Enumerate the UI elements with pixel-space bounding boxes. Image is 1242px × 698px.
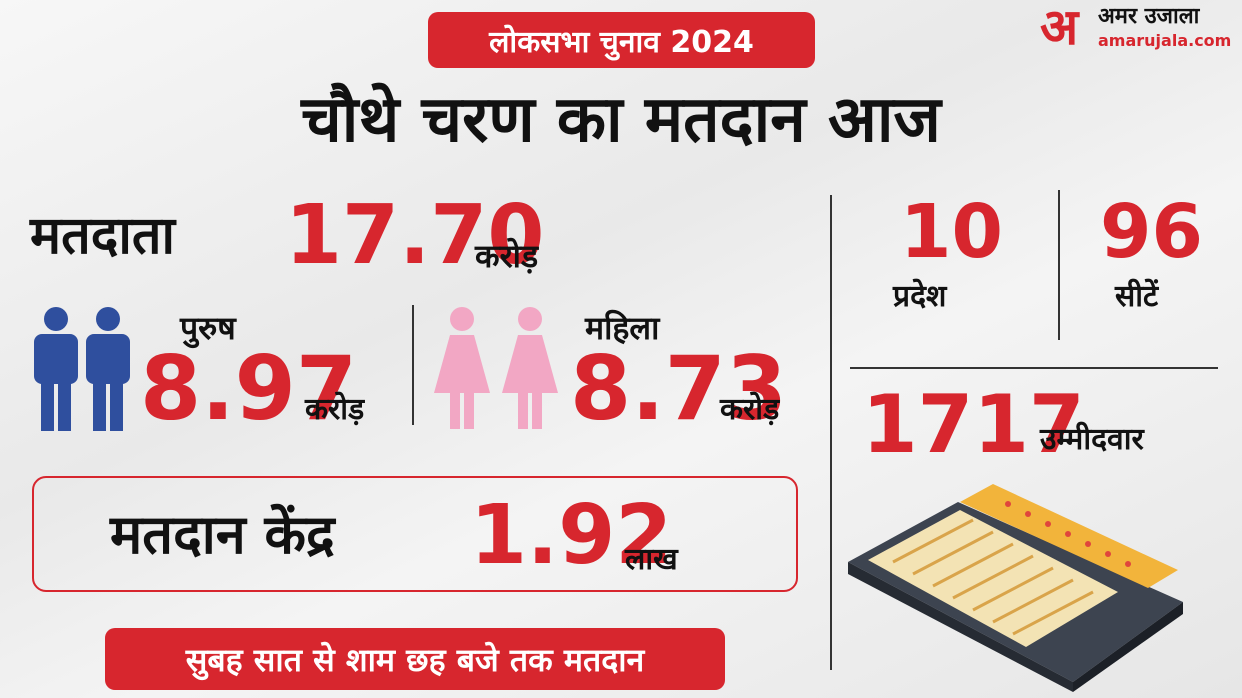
divider bbox=[830, 195, 832, 670]
male-label: पुरुष bbox=[180, 309, 236, 347]
voters-unit: करोड़ bbox=[475, 237, 539, 275]
logo-mark: अ bbox=[1040, 0, 1079, 56]
candidates-value: 1717 bbox=[862, 378, 1085, 471]
voters-value: 17.70 bbox=[285, 188, 545, 283]
divider bbox=[850, 367, 1218, 369]
divider bbox=[1058, 190, 1060, 340]
male-value: 8.97 bbox=[140, 337, 358, 440]
polling-value: 1.92 bbox=[470, 488, 673, 583]
evm-icon bbox=[848, 484, 1183, 692]
header-badge: लोकसभा चुनाव 2024 bbox=[428, 12, 815, 68]
polling-label: मतदान केंद्र bbox=[110, 503, 335, 566]
divider bbox=[412, 305, 414, 425]
timing-badge: सुबह सात से शाम छह बजे तक मतदान bbox=[105, 628, 725, 690]
female-label: महिला bbox=[585, 309, 660, 347]
seats-value: 96 bbox=[1100, 189, 1203, 275]
states-value: 10 bbox=[900, 189, 1003, 275]
logo-name: अमर उजाला bbox=[1098, 4, 1200, 29]
voters-label: मतदाता bbox=[30, 206, 175, 266]
male-icon bbox=[34, 307, 130, 431]
candidates-label: उम्मीदवार bbox=[1040, 422, 1144, 457]
states-label: प्रदेश bbox=[893, 279, 947, 314]
male-unit: करोड़ bbox=[305, 392, 365, 427]
female-unit: करोड़ bbox=[720, 392, 780, 427]
female-icon bbox=[434, 307, 558, 429]
title: चौथे चरण का मतदान आज bbox=[301, 83, 941, 157]
polling-box bbox=[32, 476, 798, 592]
logo-url: amarujala.com bbox=[1098, 31, 1232, 50]
female-value: 8.73 bbox=[570, 337, 788, 440]
seats-label: सीटें bbox=[1115, 279, 1159, 314]
polling-unit: लाख bbox=[625, 542, 678, 577]
